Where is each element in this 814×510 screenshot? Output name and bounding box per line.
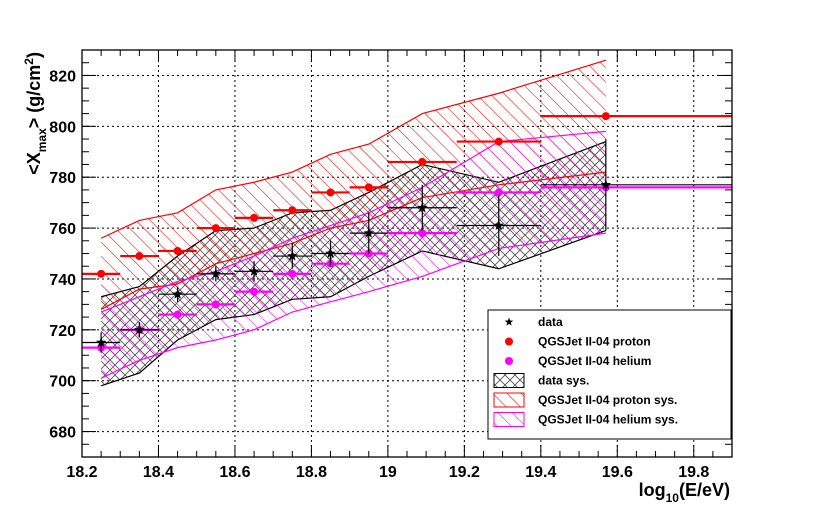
x-tick-label: 19.8 <box>678 464 709 481</box>
legend-swatch-data-sys- <box>493 373 525 388</box>
x-axis-title-suffix: (E/eV) <box>679 480 730 500</box>
x-tick-label: 18.8 <box>296 464 327 481</box>
data-point <box>493 220 504 230</box>
data-point <box>363 227 374 238</box>
band-upper-edge <box>100 59 607 239</box>
data-points <box>82 112 732 353</box>
data-point <box>417 202 428 213</box>
y-axis-title-prefix: <X <box>24 152 44 175</box>
legend: data QGSJet II-04 proton QGSJet II-04 heli… <box>487 309 732 440</box>
legend-label-qgsjet-ii-04-proton-sys-: QGSJet II-04 proton sys. <box>538 393 677 407</box>
axes: 18.2 18.4 18.6 18.8 19 19.2 19.4 19.6 19.8 680 700… <box>49 49 732 481</box>
data-point <box>172 288 183 299</box>
data-point <box>600 179 612 190</box>
band-lower-edge <box>100 232 606 379</box>
legend-marker-data <box>504 317 514 326</box>
qgsjet-ii-04-proton-point <box>250 213 259 222</box>
y-tick-label: 700 <box>49 374 76 391</box>
qgsjet-ii-04-helium-point <box>494 188 503 197</box>
qgsjet-ii-04-helium-point <box>211 300 220 309</box>
x-tick-label: 19.2 <box>449 464 480 481</box>
qgsjet-ii-04-helium-point <box>173 310 182 319</box>
x-tick-label: 19.4 <box>525 464 556 481</box>
x-tick-label: 18.4 <box>143 464 174 481</box>
y-axis-title-mid: > (g/cm <box>24 65 44 129</box>
data-point <box>248 265 260 276</box>
x-tick-label: 19.6 <box>602 464 633 481</box>
legend-marker-qgsjet-ii-04-helium <box>505 357 513 365</box>
qgsjet-ii-04-helium-point <box>288 269 297 278</box>
legend-marker-qgsjet-ii-04-proton <box>505 337 513 346</box>
data-point <box>287 250 298 261</box>
legend-label-data-sys-: data sys. <box>538 374 589 388</box>
qgsjet-ii-04-proton-point <box>601 112 610 121</box>
qgsjet-ii-04-proton-point <box>326 188 335 197</box>
qgsjet-ii-04-proton-point <box>173 246 182 255</box>
legend-box <box>487 309 732 440</box>
y-axis-title-suffix: ) <box>24 52 44 58</box>
data-point <box>134 324 145 335</box>
legend-label-data: data <box>538 315 563 329</box>
legend-label-qgsjet-ii-04-proton: QGSJet II-04 proton <box>538 335 651 349</box>
qgsjet-ii-04-helium-point <box>250 287 259 296</box>
x-tick-label: 18.6 <box>219 464 250 481</box>
qgsjet-ii-04-proton-point <box>211 224 220 233</box>
y-axis-title-sub: max <box>35 128 49 152</box>
y-tick-label: 720 <box>49 323 76 340</box>
x-axis-title: log10(E/eV) <box>639 480 730 505</box>
qgsjet-ii-04-proton-point <box>288 206 297 215</box>
y-tick-label: 740 <box>49 272 76 289</box>
y-tick-label: 820 <box>49 68 76 85</box>
qgsjet-ii-04-helium-point <box>418 229 427 238</box>
y-tick-label: 760 <box>49 221 76 238</box>
data-point <box>210 268 222 279</box>
legend-swatch-qgsjet-ii-04-helium-sys- <box>493 412 525 427</box>
x-axis-title-prefix: log <box>639 480 666 500</box>
x-tick-label: 18.2 <box>66 464 97 481</box>
qgsjet-ii-04-proton-point <box>97 269 106 278</box>
qgsjet-ii-04-proton-point <box>418 157 427 166</box>
y-axis-title-sup: 2 <box>22 58 36 65</box>
band-upper-edge <box>100 130 606 313</box>
qgsjet-ii-04-proton-point <box>364 183 373 192</box>
legend-label-qgsjet-ii-04-helium-sys-: QGSJet II-04 helium sys. <box>538 413 678 427</box>
data-point <box>325 248 336 258</box>
x-axis-title-sub: 10 <box>666 491 680 505</box>
y-tick-label: 800 <box>49 119 76 136</box>
legend-swatch-qgsjet-ii-04-proton-sys- <box>493 392 525 408</box>
qgsjet-ii-04-proton-point <box>494 137 503 146</box>
band-qgsjet-ii-04-proton-sys- <box>101 60 606 310</box>
x-tick-label: 19 <box>379 464 397 481</box>
legend-label-qgsjet-ii-04-helium: QGSJet II-04 helium <box>538 354 651 368</box>
y-tick-label: 680 <box>49 425 76 442</box>
y-tick-label: 780 <box>49 170 76 187</box>
qgsjet-ii-04-proton-point <box>135 252 144 261</box>
y-axis-title: <Xmax> (g/cm2) <box>22 52 49 175</box>
data-point <box>95 337 107 347</box>
